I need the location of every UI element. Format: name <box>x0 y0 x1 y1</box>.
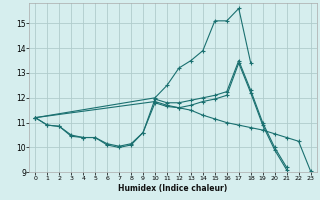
X-axis label: Humidex (Indice chaleur): Humidex (Indice chaleur) <box>118 184 228 193</box>
